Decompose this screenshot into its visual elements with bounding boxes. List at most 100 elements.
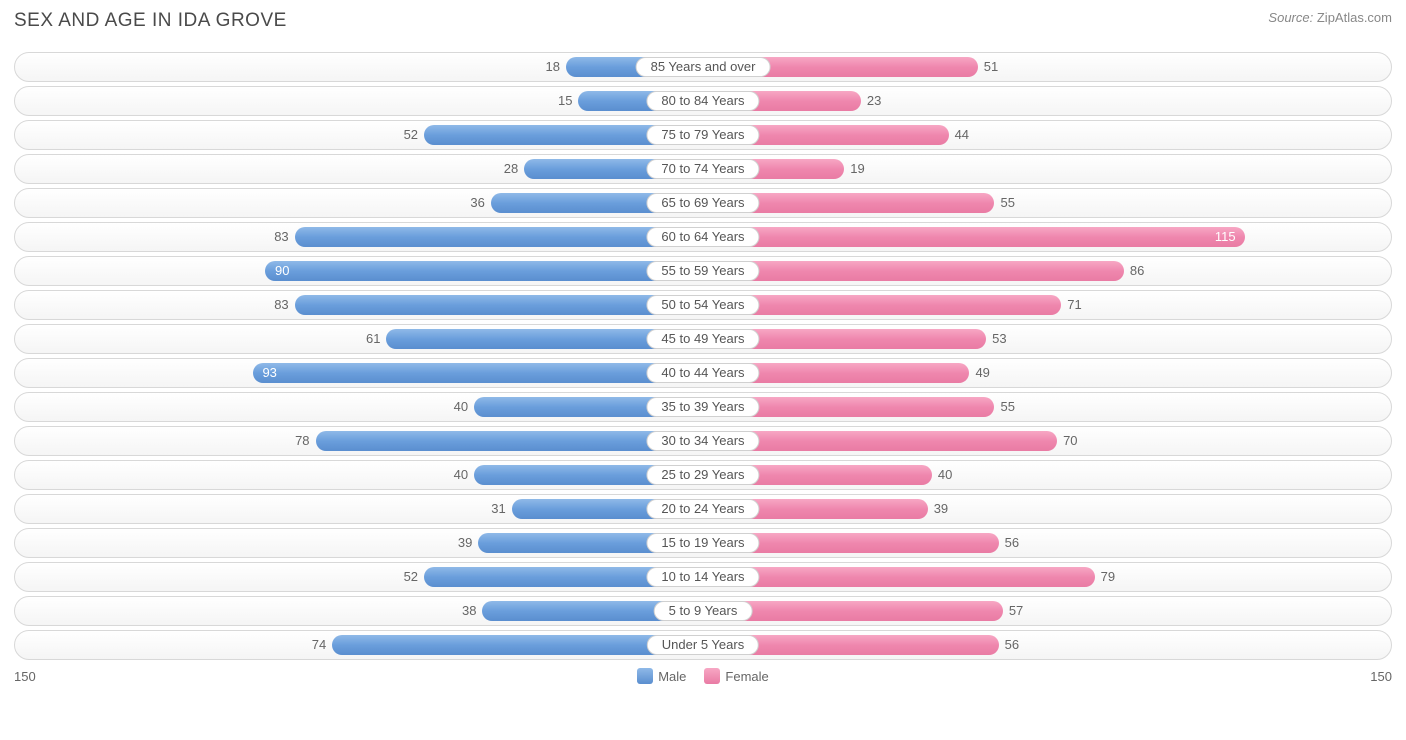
row-track: 15 23 80 to 84 Years [14, 86, 1392, 116]
pyramid-row: 185185 Years and over [14, 50, 1392, 84]
male-value: 83 [274, 223, 288, 251]
row-track: 28 19 70 to 74 Years [14, 154, 1392, 184]
source-credit: Source: ZipAtlas.com [1268, 10, 1392, 25]
pyramid-row: 38 57 5 to 9 Years [14, 594, 1392, 628]
age-category-label: Under 5 Years [647, 635, 759, 655]
row-track: 38 57 5 to 9 Years [14, 596, 1392, 626]
age-category-label: 25 to 29 Years [646, 465, 759, 485]
row-track: 93 49 40 to 44 Years [14, 358, 1392, 388]
row-track: 74 56 Under 5 Years [14, 630, 1392, 660]
pyramid-row: 83 115 60 to 64 Years [14, 220, 1392, 254]
row-track: 405535 to 39 Years [14, 392, 1392, 422]
pyramid-row: 28 19 70 to 74 Years [14, 152, 1392, 186]
male-value: 40 [454, 461, 468, 489]
age-category-label: 10 to 14 Years [646, 567, 759, 587]
male-value: 28 [504, 155, 518, 183]
pyramid-row: 93 49 40 to 44 Years [14, 356, 1392, 390]
male-value: 38 [462, 597, 476, 625]
age-category-label: 20 to 24 Years [646, 499, 759, 519]
row-track: 83 115 60 to 64 Years [14, 222, 1392, 252]
row-track: 61 53 45 to 49 Years [14, 324, 1392, 354]
female-value: 39 [934, 495, 948, 523]
row-track: 52 79 10 to 14 Years [14, 562, 1392, 592]
male-swatch-icon [637, 668, 653, 684]
pyramid-row: 83 71 50 to 54 Years [14, 288, 1392, 322]
female-bar [703, 261, 1124, 281]
female-value: 53 [992, 325, 1006, 353]
row-track: 787030 to 34 Years [14, 426, 1392, 456]
age-category-label: 40 to 44 Years [646, 363, 759, 383]
female-value: 56 [1005, 631, 1019, 659]
female-swatch-icon [704, 668, 720, 684]
female-value: 55 [1000, 189, 1014, 217]
row-track: 90 86 55 to 59 Years [14, 256, 1392, 286]
male-value: 78 [295, 427, 309, 455]
age-category-label: 65 to 69 Years [646, 193, 759, 213]
female-value: 115 [1215, 223, 1236, 251]
male-value: 93 [262, 359, 276, 387]
row-track: 31 39 20 to 24 Years [14, 494, 1392, 524]
female-value: 56 [1005, 529, 1019, 557]
age-category-label: 75 to 79 Years [646, 125, 759, 145]
male-value: 52 [404, 121, 418, 149]
source-label: Source: [1268, 10, 1313, 25]
axis-max-right: 150 [1370, 669, 1392, 684]
male-value: 40 [454, 393, 468, 421]
pyramid-row: 52 79 10 to 14 Years [14, 560, 1392, 594]
legend: Male Female [637, 668, 769, 684]
age-category-label: 85 Years and over [636, 57, 771, 77]
population-pyramid-chart: 185185 Years and over152380 to 84 Years5… [14, 50, 1392, 662]
male-bar [265, 261, 703, 281]
pyramid-row: 405535 to 39 Years [14, 390, 1392, 424]
age-category-label: 30 to 34 Years [646, 431, 759, 451]
male-value: 61 [366, 325, 380, 353]
row-track: 52 44 75 to 79 Years [14, 120, 1392, 150]
pyramid-row: 90 86 55 to 59 Years [14, 254, 1392, 288]
age-category-label: 45 to 49 Years [646, 329, 759, 349]
pyramid-row: 31 39 20 to 24 Years [14, 492, 1392, 526]
legend-item-female: Female [704, 668, 768, 684]
age-category-label: 15 to 19 Years [646, 533, 759, 553]
male-bar [253, 363, 703, 383]
male-value: 15 [558, 87, 572, 115]
age-category-label: 5 to 9 Years [654, 601, 753, 621]
male-value: 36 [470, 189, 484, 217]
male-value: 83 [274, 291, 288, 319]
pyramid-row: 36 55 65 to 69 Years [14, 186, 1392, 220]
female-value: 57 [1009, 597, 1023, 625]
legend-item-male: Male [637, 668, 686, 684]
female-bar [703, 567, 1095, 587]
female-bar [703, 227, 1245, 247]
pyramid-row: 15 23 80 to 84 Years [14, 84, 1392, 118]
female-value: 51 [984, 53, 998, 81]
female-value: 79 [1101, 563, 1115, 591]
age-category-label: 70 to 74 Years [646, 159, 759, 179]
female-value: 44 [955, 121, 969, 149]
pyramid-row: 787030 to 34 Years [14, 424, 1392, 458]
male-value: 52 [404, 563, 418, 591]
age-category-label: 60 to 64 Years [646, 227, 759, 247]
row-track: 39 56 15 to 19 Years [14, 528, 1392, 558]
male-value: 74 [312, 631, 326, 659]
row-track: 83 71 50 to 54 Years [14, 290, 1392, 320]
female-value: 49 [975, 359, 989, 387]
female-value: 19 [850, 155, 864, 183]
male-bar [316, 431, 703, 451]
age-category-label: 80 to 84 Years [646, 91, 759, 111]
pyramid-row: 404025 to 29 Years [14, 458, 1392, 492]
female-value: 71 [1067, 291, 1081, 319]
male-value: 39 [458, 529, 472, 557]
male-value: 31 [491, 495, 505, 523]
female-value: 55 [1000, 393, 1014, 421]
row-track: 404025 to 29 Years [14, 460, 1392, 490]
female-value: 23 [867, 87, 881, 115]
pyramid-row: 74 56 Under 5 Years [14, 628, 1392, 662]
female-value: 86 [1130, 257, 1144, 285]
row-track: 36 55 65 to 69 Years [14, 188, 1392, 218]
age-category-label: 50 to 54 Years [646, 295, 759, 315]
source-name: ZipAtlas.com [1317, 10, 1392, 25]
axis-max-left: 150 [14, 669, 36, 684]
male-value: 90 [275, 257, 289, 285]
age-category-label: 55 to 59 Years [646, 261, 759, 281]
pyramid-row: 61 53 45 to 49 Years [14, 322, 1392, 356]
